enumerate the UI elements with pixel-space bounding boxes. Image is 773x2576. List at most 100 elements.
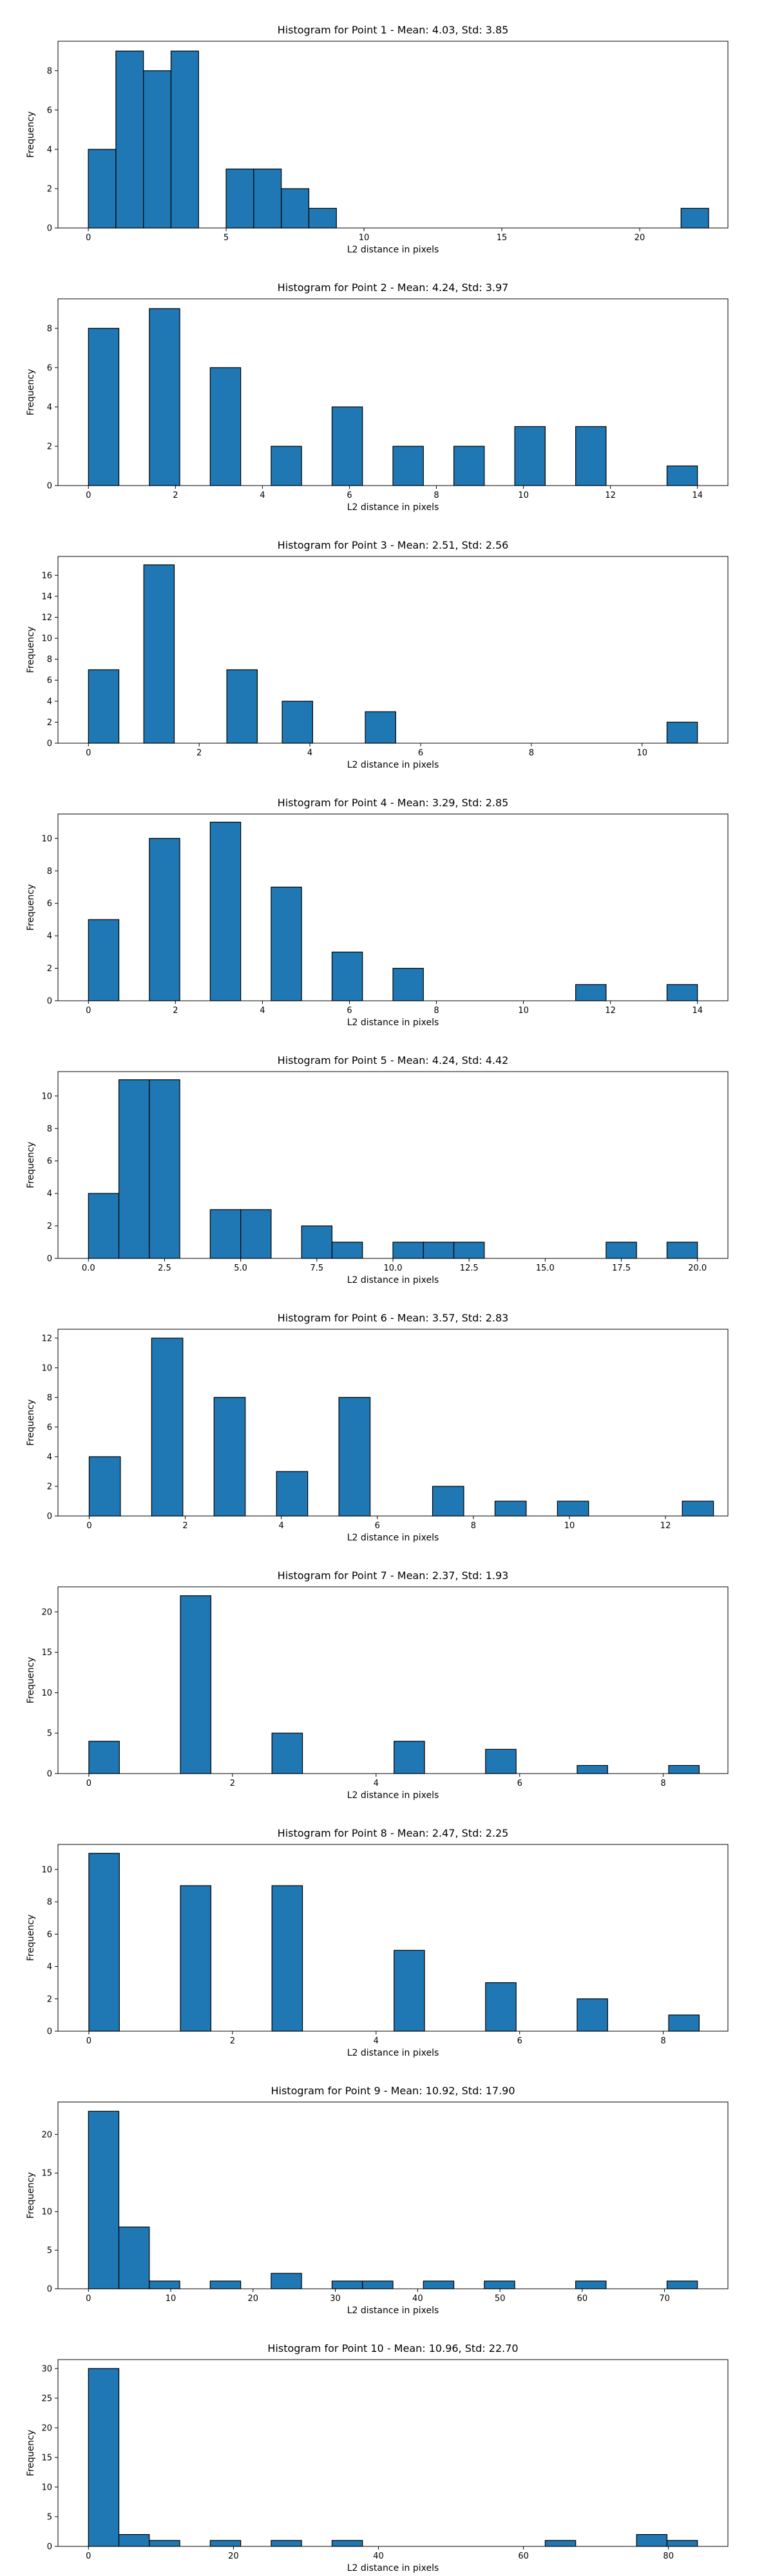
histogram-svg-1: Histogram for Point 1 - Mean: 4.03, Std:… (26, 24, 729, 255)
histogram-bar (668, 2014, 700, 2032)
y-tick-label: 8 (47, 655, 52, 665)
axes-frame (57, 556, 729, 744)
x-tick-label: 40 (373, 2552, 384, 2561)
y-tick-label: 0 (47, 2285, 52, 2295)
histogram-bar (423, 1242, 455, 1259)
histogram-bar (180, 1595, 212, 1774)
y-tick-label: 14 (41, 592, 52, 601)
chart-title: Histogram for Point 1 - Mean: 4.03, Std:… (278, 24, 509, 36)
x-tick-label: 20 (635, 233, 645, 243)
histogram-bar (88, 1193, 120, 1259)
histogram-panel-7: Histogram for Point 7 - Mean: 2.37, Std:… (0, 1546, 773, 1803)
chart-title: Histogram for Point 3 - Mean: 2.51, Std:… (278, 539, 509, 551)
x-tick-label: 8 (434, 1006, 439, 1016)
y-tick-label: 0 (47, 739, 52, 749)
histogram-bar (281, 188, 310, 229)
histogram-bar (575, 2280, 607, 2289)
x-tick-label: 4 (260, 1006, 265, 1016)
x-axis-label: L2 distance in pixels (347, 2563, 439, 2573)
y-tick-label: 10 (41, 2483, 52, 2492)
histogram-bar (485, 1982, 517, 2032)
y-tick-label: 15 (41, 2169, 52, 2179)
y-tick-label: 10 (41, 834, 52, 844)
axes-frame (57, 1329, 729, 1517)
histogram-bar (680, 207, 709, 229)
y-tick-label: 10 (41, 634, 52, 644)
y-tick-label: 5 (47, 1729, 52, 1739)
histogram-bar (225, 168, 254, 229)
histogram-bar (575, 426, 607, 486)
histogram-svg-3: Histogram for Point 3 - Mean: 2.51, Std:… (26, 539, 729, 770)
histogram-bar (226, 669, 258, 744)
histogram-bar (271, 446, 302, 486)
y-tick-label: 0 (47, 482, 52, 491)
x-tick-label: 14 (692, 491, 703, 500)
y-tick-label: 4 (47, 1962, 52, 1972)
y-tick-label: 6 (47, 1930, 52, 1940)
histogram-bar (514, 426, 546, 486)
x-tick-label: 0 (86, 1521, 91, 1531)
axes-frame (57, 41, 729, 229)
y-axis-label: Frequency (26, 2172, 36, 2219)
histogram-bar (276, 1471, 309, 1517)
x-tick-label: 10 (564, 1521, 575, 1531)
histogram-bar (666, 984, 698, 1001)
histogram-bar (143, 564, 175, 744)
histogram-bar (88, 1741, 120, 1774)
y-tick-label: 10 (41, 2208, 52, 2217)
histogram-panel-5: Histogram for Point 5 - Mean: 4.24, Std:… (0, 1030, 773, 1288)
histogram-svg-10: Histogram for Point 10 - Mean: 10.96, St… (26, 2342, 729, 2573)
histogram-bar (392, 967, 424, 1001)
histogram-bar (209, 2280, 242, 2289)
histogram-bar (88, 2110, 120, 2289)
y-axis-label: Frequency (26, 1142, 36, 1188)
x-tick-label: 4 (279, 1521, 284, 1531)
x-axis-label: L2 distance in pixels (347, 1790, 439, 1801)
y-tick-label: 6 (47, 106, 52, 115)
y-tick-label: 4 (47, 697, 52, 706)
y-tick-label: 2 (47, 1994, 52, 2004)
histogram-bar (149, 1079, 180, 1259)
x-tick-label: 2 (196, 748, 202, 758)
x-tick-label: 0 (86, 2036, 91, 2046)
histogram-bar (118, 2533, 150, 2547)
y-tick-label: 0 (47, 1770, 52, 1779)
histogram-bar (209, 2540, 242, 2547)
histogram-bar (362, 2280, 394, 2289)
y-tick-label: 8 (47, 867, 52, 876)
y-tick-label: 10 (41, 1865, 52, 1875)
histogram-bar (423, 2280, 455, 2289)
x-tick-label: 5 (224, 233, 229, 243)
axes-frame (57, 813, 729, 1001)
histogram-bar (394, 1949, 425, 2032)
histogram-bar (485, 1748, 517, 1774)
x-axis-label: L2 distance in pixels (347, 1533, 439, 1543)
y-tick-label: 16 (41, 571, 52, 581)
histogram-bar (666, 465, 698, 486)
histogram-bar (180, 1885, 212, 2032)
y-tick-label: 2 (47, 718, 52, 728)
histogram-bar (494, 1501, 527, 1517)
histogram-svg-8: Histogram for Point 8 - Mean: 2.47, Std:… (26, 1827, 729, 2058)
x-tick-label: 12 (605, 1006, 616, 1016)
x-tick-label: 0 (86, 2552, 91, 2561)
x-tick-label: 4 (374, 1779, 379, 1788)
histogram-bar (118, 2226, 150, 2289)
histogram-panel-10: Histogram for Point 10 - Mean: 10.96, St… (0, 2318, 773, 2576)
x-tick-label: 2 (173, 491, 178, 500)
histogram-bar (149, 2280, 180, 2289)
x-axis-label: L2 distance in pixels (347, 1018, 439, 1028)
x-axis-label: L2 distance in pixels (347, 2306, 439, 2316)
x-tick-label: 2 (230, 2036, 235, 2046)
x-tick-label: 15.0 (536, 1264, 555, 1273)
histogram-bar (240, 1209, 272, 1259)
histogram-bar (209, 822, 242, 1001)
histogram-bar (271, 2273, 302, 2289)
y-tick-label: 20 (41, 1607, 52, 1617)
x-tick-label: 4 (374, 2036, 379, 2046)
y-tick-label: 6 (47, 1157, 52, 1166)
histogram-panel-4: Histogram for Point 4 - Mean: 3.29, Std:… (0, 773, 773, 1030)
histogram-bar (301, 1225, 333, 1259)
x-tick-label: 0 (86, 1006, 91, 1016)
